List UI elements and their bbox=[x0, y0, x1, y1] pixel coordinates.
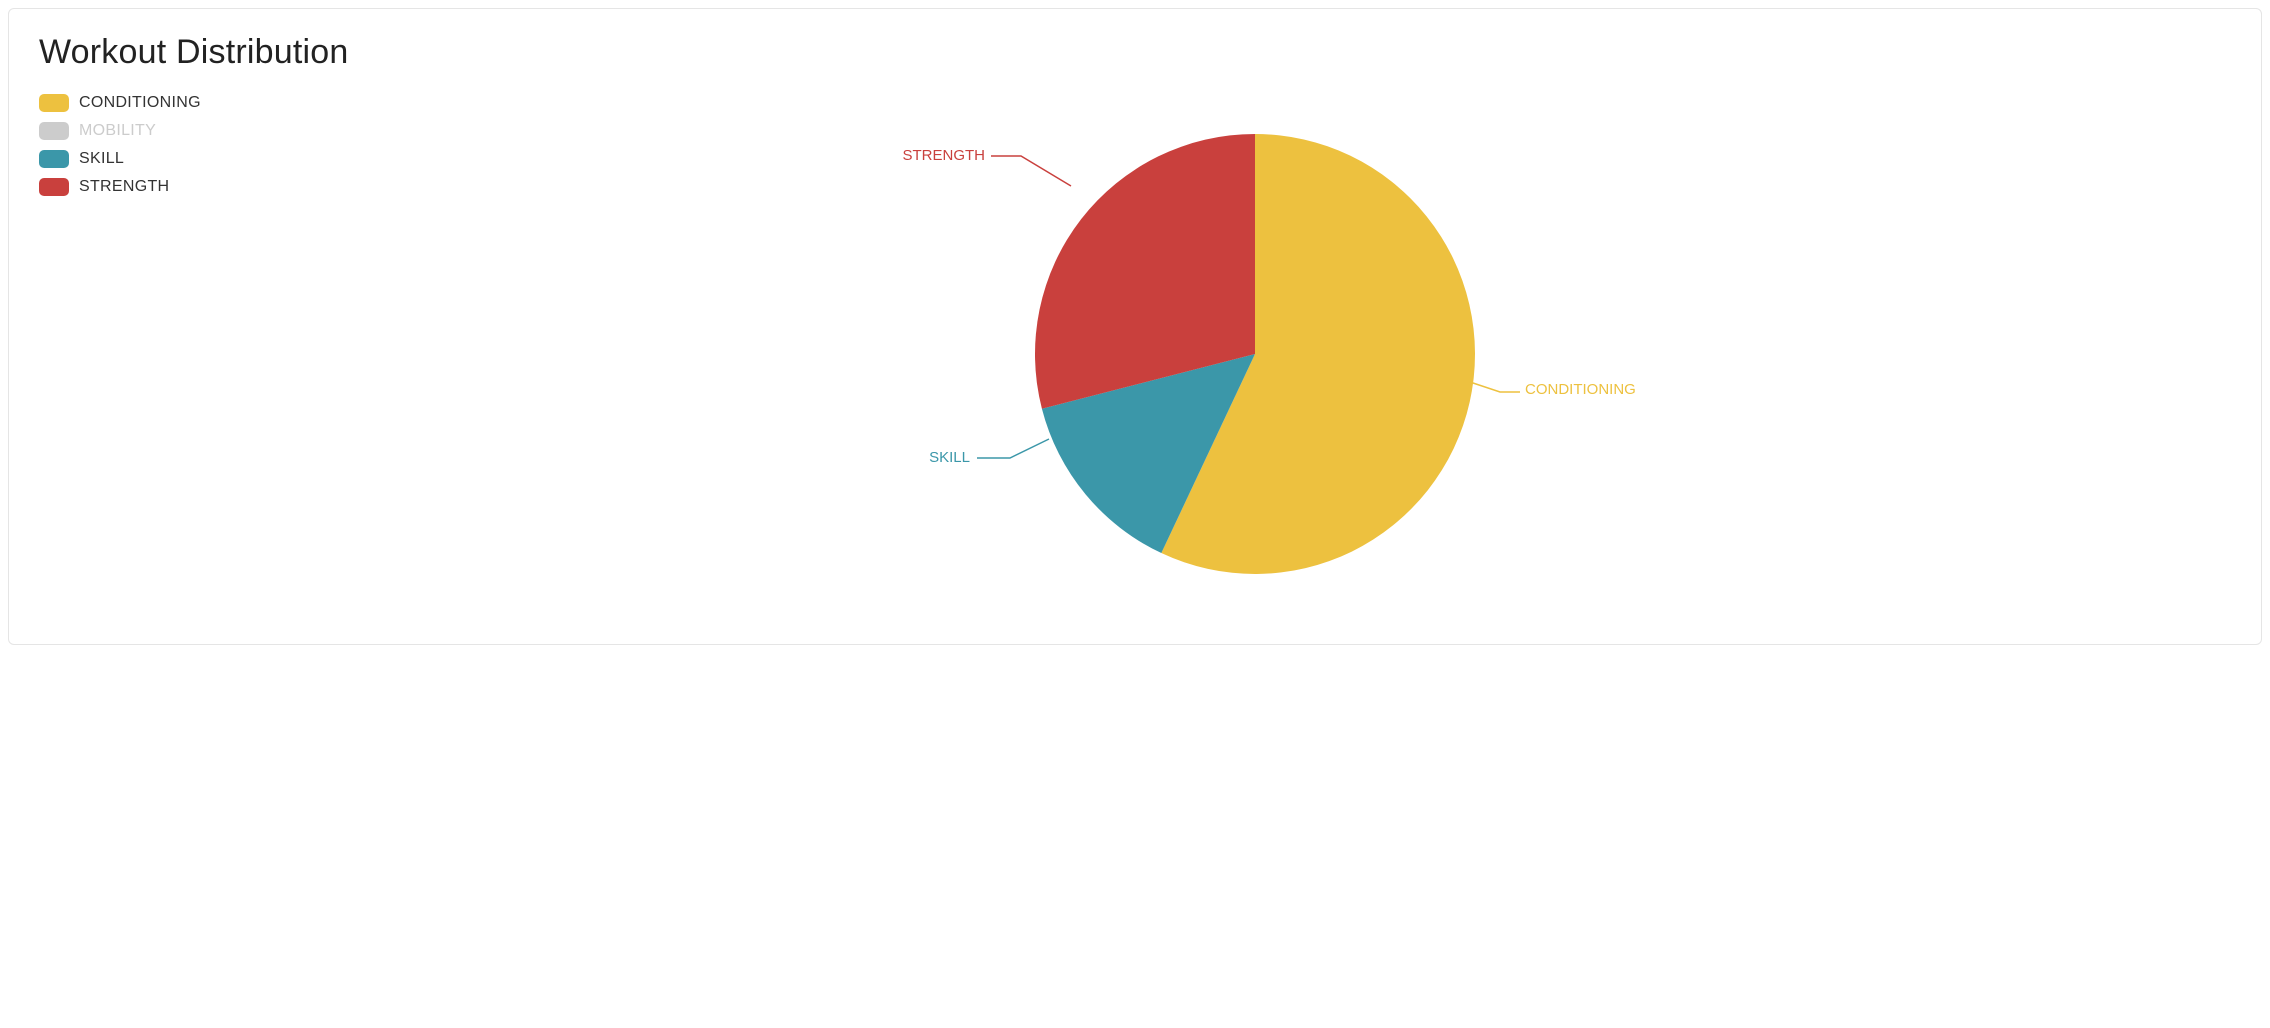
chart-card: Workout Distribution CONDITIONING MOBILIT… bbox=[8, 8, 2262, 645]
chart-title: Workout Distribution bbox=[39, 33, 2231, 72]
legend-label: SKILL bbox=[79, 150, 124, 168]
legend-item[interactable]: SKILL bbox=[39, 150, 239, 168]
callout-line bbox=[977, 439, 1049, 458]
pie-chart: CONDITIONING SKILL STRENGTH bbox=[755, 94, 1755, 614]
legend-item[interactable]: MOBILITY bbox=[39, 122, 239, 140]
legend-swatch bbox=[39, 178, 69, 196]
legend-label: CONDITIONING bbox=[79, 94, 201, 112]
callout-label: SKILL bbox=[929, 449, 970, 466]
pie-chart-container: CONDITIONING SKILL STRENGTH bbox=[279, 94, 2231, 614]
legend-item[interactable]: STRENGTH bbox=[39, 178, 239, 196]
legend-item[interactable]: CONDITIONING bbox=[39, 94, 239, 112]
legend-label: MOBILITY bbox=[79, 122, 156, 140]
legend-swatch bbox=[39, 94, 69, 112]
callout-label: STRENGTH bbox=[903, 147, 986, 164]
callout-line bbox=[1470, 382, 1520, 392]
legend-swatch bbox=[39, 122, 69, 140]
legend-label: STRENGTH bbox=[79, 178, 169, 196]
chart-content: CONDITIONING MOBILITY SKILL STRENGTH CONDIT… bbox=[39, 94, 2231, 614]
legend: CONDITIONING MOBILITY SKILL STRENGTH bbox=[39, 94, 239, 614]
legend-swatch bbox=[39, 150, 69, 168]
callout-line bbox=[991, 156, 1071, 186]
callout-label: CONDITIONING bbox=[1525, 381, 1636, 398]
